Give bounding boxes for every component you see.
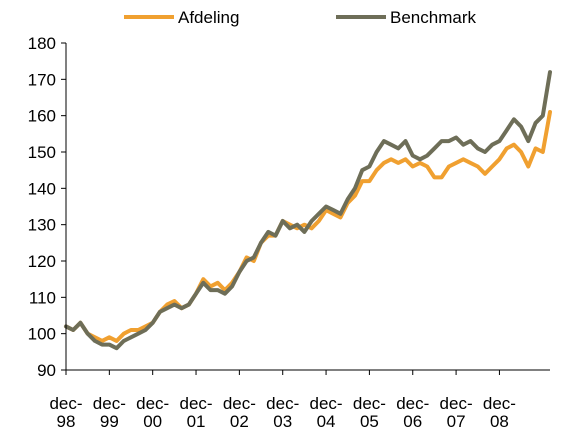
x-tick-label: dec- (49, 394, 82, 413)
x-tick-label: dec- (93, 394, 126, 413)
x-tick-label: 04 (317, 412, 336, 431)
y-axis: 90 100 110 120 130 140 150 160 170 180 (28, 34, 67, 380)
x-tick-label: dec- (223, 394, 256, 413)
plot-area (64, 70, 552, 351)
y-tick-label: 120 (28, 252, 56, 271)
y-tick-label: 100 (28, 325, 56, 344)
legend-label-afdeling: Afdeling (178, 8, 239, 27)
x-tick-label: dec- (353, 394, 386, 413)
x-tick-label: dec- (440, 394, 473, 413)
x-tick-label: dec- (310, 394, 343, 413)
x-tick-label: 02 (230, 412, 249, 431)
y-tick-label: 150 (28, 143, 56, 162)
x-tick-label: 99 (100, 412, 119, 431)
y-tick-label: 90 (37, 361, 56, 380)
x-tick-label: dec- (179, 394, 212, 413)
x-tick-label: 08 (490, 412, 509, 431)
x-tick-label: 07 (447, 412, 466, 431)
x-tick-label: 01 (187, 412, 206, 431)
x-tick-label: 05 (360, 412, 379, 431)
x-tick-label: dec- (483, 394, 516, 413)
y-tick-label: 110 (29, 288, 56, 307)
x-tick-label: dec- (266, 394, 299, 413)
x-tick-label: 98 (57, 412, 76, 431)
y-tick-label: 160 (28, 107, 56, 126)
y-tick-label: 170 (28, 70, 56, 89)
legend: Afdeling Benchmark (124, 8, 476, 27)
series-line-benchmark (64, 70, 552, 351)
y-tick-label: 130 (28, 216, 56, 235)
x-axis: dec-98dec-99dec-00dec-01dec-02dec-03dec-… (49, 369, 550, 431)
legend-label-benchmark: Benchmark (390, 8, 476, 27)
x-tick-label: 03 (273, 412, 292, 431)
x-tick-label: dec- (136, 394, 169, 413)
x-tick-label: 06 (403, 412, 422, 431)
y-tick-label: 180 (28, 34, 56, 53)
y-tick-label: 140 (28, 179, 56, 198)
x-tick-label: 00 (143, 412, 162, 431)
x-tick-label: dec- (396, 394, 429, 413)
